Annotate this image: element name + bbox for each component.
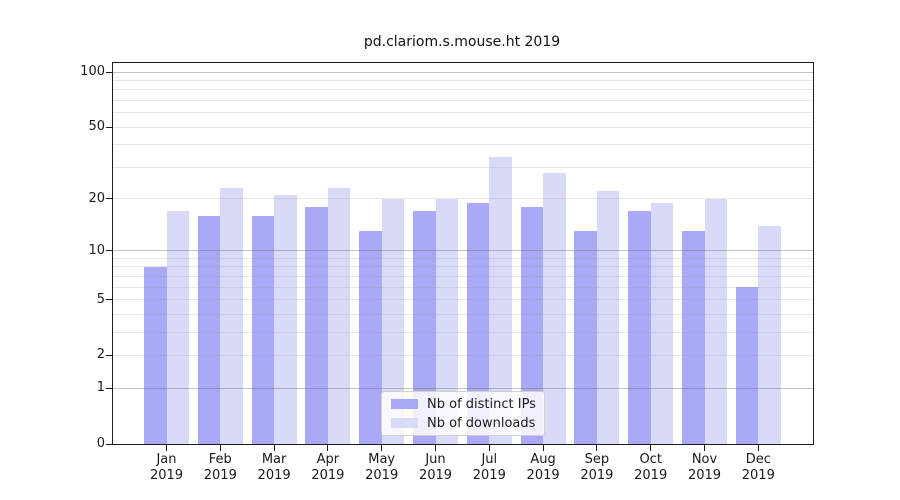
y-tick-label-20: 20: [88, 190, 105, 206]
bar-downloads-may: [381, 198, 405, 444]
x-tick-mar: [273, 445, 275, 451]
x-tick-feb: [219, 445, 221, 451]
gridline-major: [113, 71, 813, 73]
bar-downloads-aug: [543, 172, 566, 444]
x-tick-label-sep: Sep 2019: [580, 452, 614, 483]
gridline-minor: [113, 79, 813, 81]
gridline-minor: [113, 144, 813, 146]
y-tick-20: [106, 198, 112, 200]
x-tick-jun: [435, 445, 436, 451]
bar-distinct-ips-jun: [413, 211, 436, 444]
bar-downloads-jan: [166, 211, 189, 444]
x-tick-oct: [650, 445, 652, 451]
x-tick-label-aug: Aug 2019: [526, 452, 560, 483]
bar-distinct-ips-oct: [628, 211, 651, 444]
bar-downloads-sep: [596, 191, 620, 444]
bar-distinct-ips-jan: [144, 266, 167, 444]
gridline-minor: [113, 275, 813, 277]
bar-downloads-mar: [274, 194, 297, 444]
x-tick-label-dec: Dec 2019: [741, 452, 775, 483]
x-tick-label-may: May 2019: [365, 452, 399, 483]
bar-downloads-jul: [489, 157, 512, 444]
plot-area: Nb of distinct IPs Nb of downloads Jan 2…: [80, 62, 814, 483]
gridline-major: [113, 387, 813, 389]
x-tick-label-jun: Jun 2019: [418, 452, 453, 483]
y-tick-label-10: 10: [88, 242, 105, 258]
legend-label-distinct-ips: Nb of distinct IPs: [427, 396, 536, 412]
y-tick-label-1: 1: [96, 380, 105, 396]
y-tick-5: [106, 299, 112, 301]
y-tick-10: [106, 250, 112, 252]
bar-downloads-feb: [220, 187, 243, 444]
gridline-minor: [113, 99, 813, 101]
bar-downloads-jun: [435, 198, 458, 444]
bar-distinct-ips-sep: [574, 231, 597, 444]
gridline-minor: [113, 198, 813, 200]
legend-item-distinct-ips: Nb of distinct IPs: [391, 396, 536, 412]
gridline-minor: [113, 299, 813, 301]
bar-downloads-dec: [758, 225, 781, 444]
bar-downloads-oct: [650, 202, 674, 444]
bar-distinct-ips-jul: [466, 202, 490, 444]
chart-title: pd.clariom.s.mouse.ht 2019: [363, 34, 561, 50]
legend-swatch-distinct-ips: [391, 399, 418, 409]
y-tick-label-2: 2: [96, 347, 105, 363]
bar-distinct-ips-nov: [682, 231, 705, 444]
x-tick-label-nov: Nov 2019: [687, 452, 722, 483]
x-tick-apr: [327, 445, 329, 451]
gridline-minor: [113, 354, 813, 356]
bar-distinct-ips-mar: [251, 215, 275, 444]
x-tick-label-oct: Oct 2019: [634, 452, 668, 483]
gridline-minor: [113, 166, 813, 168]
x-tick-aug: [542, 445, 544, 451]
x-tick-sep: [596, 445, 598, 451]
x-tick-label-jan: Jan 2019: [149, 452, 184, 483]
gridline-minor: [113, 266, 813, 268]
legend: Nb of distinct IPs Nb of downloads: [381, 391, 545, 436]
y-tick-1: [106, 387, 112, 389]
bar-distinct-ips-aug: [520, 206, 544, 444]
bar-distinct-ips-may: [359, 231, 382, 444]
x-tick-jan: [166, 445, 167, 451]
gridline-minor: [113, 313, 813, 315]
gridline-minor: [113, 257, 813, 259]
y-tick-0: [106, 443, 112, 445]
y-tick-50: [106, 126, 112, 128]
gridline-minor: [113, 331, 813, 333]
legend-item-downloads: Nb of downloads: [391, 416, 535, 431]
legend-swatch-downloads: [391, 418, 418, 428]
y-tick-100: [106, 71, 112, 73]
gridline-minor: [113, 112, 813, 114]
x-tick-nov: [704, 445, 705, 451]
x-tick-may: [381, 445, 383, 451]
bar-distinct-ips-dec: [735, 287, 759, 444]
bar-downloads-nov: [704, 198, 727, 444]
x-tick-dec: [757, 445, 759, 451]
y-tick-label-50: 50: [88, 119, 105, 135]
gridline-minor: [113, 89, 813, 91]
y-tick-label-100: 100: [80, 64, 105, 80]
gridline-minor: [113, 286, 813, 288]
x-tick-label-feb: Feb 2019: [203, 452, 237, 483]
gridline-major: [113, 250, 813, 252]
x-tick-label-apr: Apr 2019: [311, 452, 345, 483]
bar-distinct-ips-feb: [197, 215, 221, 444]
legend-label-downloads: Nb of downloads: [427, 415, 536, 431]
x-tick-label-jul: Jul 2019: [472, 452, 506, 483]
y-tick-2: [106, 354, 112, 356]
y-tick-label-5: 5: [96, 291, 105, 307]
bar-distinct-ips-apr: [305, 206, 328, 444]
gridline-minor: [113, 126, 813, 128]
y-tick-label-0: 0: [96, 436, 105, 451]
x-tick-label-mar: Mar 2019: [257, 452, 291, 483]
x-tick-jul: [488, 445, 490, 451]
bar-downloads-apr: [327, 187, 351, 444]
